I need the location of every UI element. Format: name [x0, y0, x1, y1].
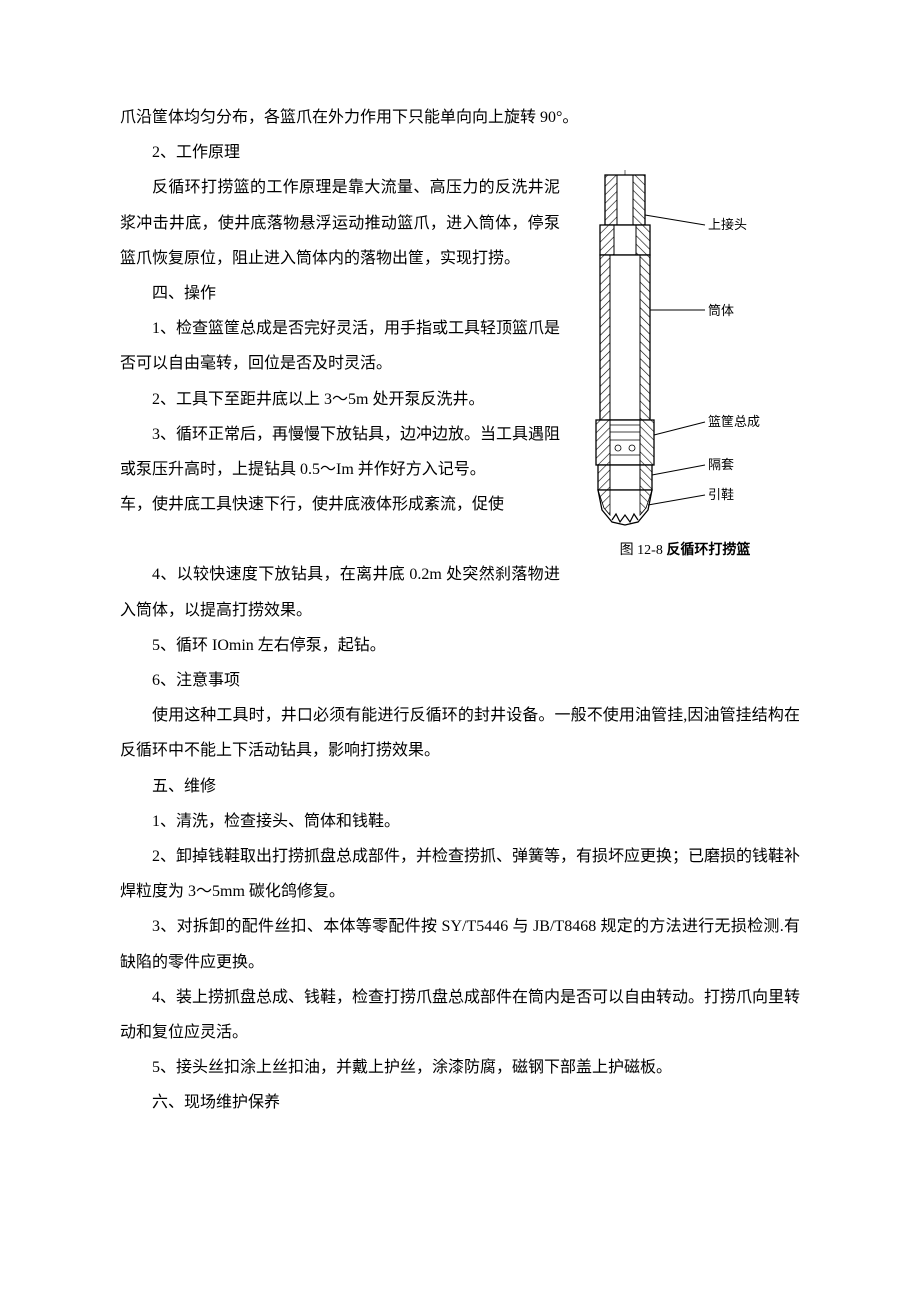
- repair-step-1: 1、清洗，检查接头、筒体和钱鞋。: [120, 804, 800, 839]
- operation-step-4: 4、以较快速度下放钻具，在离井底 0.2m 处突然刹落物进入筒体，以提高打捞效果…: [120, 557, 800, 627]
- figure-caption: 图 12-8 反循环打捞篮: [570, 540, 800, 561]
- repair-step-4: 4、装上捞抓盘总成、钱鞋，检查打捞爪盘总成部件在筒内是否可以自由转动。打捞爪向里…: [120, 980, 800, 1050]
- caption-prefix: 图 12-8: [620, 543, 667, 558]
- operation-step-6-heading: 6、注意事项: [120, 663, 800, 698]
- operation-step-5: 5、循环 IOmin 左右停泵，起钻。: [120, 628, 800, 663]
- repair-step-2: 2、卸掉钱鞋取出打捞抓盘总成部件，并检查捞抓、弹簧等，有损坏应更换；已磨损的钱鞋…: [120, 839, 800, 909]
- section-heading-principle: 2、工作原理: [120, 135, 800, 170]
- label-guide-shoe: 引鞋: [708, 488, 734, 501]
- label-spacer: 隔套: [708, 458, 734, 471]
- operation-notes-body: 使用这种工具时，井口必须有能进行反循环的封井设备。一般不使用油管挂,因油管挂结构…: [120, 698, 800, 768]
- document-body: 爪沿筐体均匀分布，各篮爪在外力作用下只能单向向上旋转 90°。 2、工作原理: [120, 100, 800, 1120]
- repair-step-3: 3、对拆卸的配件丝扣、本体等零配件按 SY/T5446 与 JB/T8468 规…: [120, 909, 800, 979]
- repair-step-5: 5、接头丝扣涂上丝扣油，并戴上护丝，涂漆防腐，磁钢下部盖上护磁板。: [120, 1050, 800, 1085]
- label-top-joint: 上接头: [708, 218, 747, 231]
- section-heading-repair: 五、维修: [120, 769, 800, 804]
- diagram-svg: [570, 170, 780, 530]
- section-heading-maintenance: 六、现场维护保养: [120, 1085, 800, 1120]
- label-basket-assembly: 篮筐总成: [708, 415, 760, 428]
- paragraph-continuation: 爪沿筐体均匀分布，各篮爪在外力作用下只能单向向上旋转 90°。: [120, 100, 800, 135]
- figure-container: 上接头 筒体 篮筐总成 隔套 引鞋 图 12-8 反循环打捞篮: [570, 170, 800, 561]
- diagram-reverse-circulation-basket: 上接头 筒体 篮筐总成 隔套 引鞋: [570, 170, 780, 530]
- caption-title: 反循环打捞篮: [666, 543, 750, 558]
- label-barrel: 筒体: [708, 304, 734, 317]
